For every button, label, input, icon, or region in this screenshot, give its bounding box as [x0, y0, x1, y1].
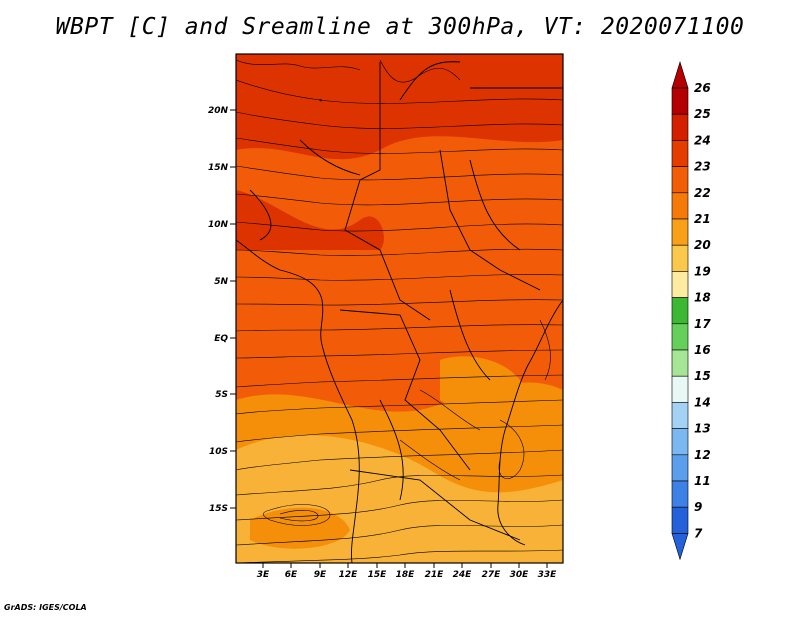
colorbar-label: 15 [694, 369, 711, 383]
colorbar-segment [671, 113, 689, 141]
colorbar-top-arrow [671, 60, 689, 89]
colorbar-segment [671, 218, 689, 246]
colorbar-segment [671, 506, 689, 534]
colorbar-segment [671, 480, 689, 508]
colorbar-label: 21 [694, 212, 711, 226]
chart-title: WBPT [C] and Sreamline at 300hPa, VT: 20… [55, 14, 745, 40]
lon-label-21e: 21E [425, 570, 445, 580]
field-very-warm-north [236, 54, 563, 160]
colorbar-segment [671, 192, 689, 220]
colorbar-segment [671, 428, 689, 456]
colorbar-label: 9 [694, 500, 702, 514]
colorbar-label: 11 [694, 474, 711, 488]
lat-axis: 20N 15N 10N 5N EQ 5S 10S 15S [208, 106, 236, 514]
colorbar-label: 22 [694, 186, 711, 200]
colorbar-segment [671, 140, 689, 167]
map-frame [235, 53, 564, 564]
lat-label-10s: 10S [209, 447, 228, 457]
grads-credit: GrADS: IGES/COLA [4, 603, 87, 612]
lat-label-5s: 5S [215, 390, 228, 400]
lat-label-5n: 5N [214, 277, 228, 287]
colorbar-segment [671, 349, 689, 377]
colorbar-label: 14 [694, 395, 711, 409]
colorbar-segment [671, 166, 689, 194]
colorbar-segment [671, 297, 689, 325]
colorbar-label: 16 [694, 343, 711, 357]
lon-label-24e: 24E [453, 570, 473, 580]
colorbar-label: 25 [694, 107, 711, 121]
colorbar-label: 23 [694, 160, 711, 174]
coastlines [236, 61, 563, 563]
colorbar-label: 7 [694, 526, 703, 540]
field-very-warm-west [236, 190, 384, 250]
colorbar-label: 19 [694, 264, 711, 278]
colorbar-label: 20 [694, 238, 711, 252]
colorbar-label: 13 [694, 422, 711, 436]
map-plot-area [236, 54, 563, 563]
colorbar-segment [671, 454, 689, 482]
lon-label-9e: 9E [314, 570, 327, 580]
lon-label-15e: 15E [368, 570, 388, 580]
colorbar-label: 18 [694, 291, 711, 305]
lon-label-18e: 18E [396, 570, 416, 580]
colorbar-label: 26 [694, 81, 711, 95]
colorbar-segment [671, 323, 689, 351]
colorbar-segment [671, 375, 689, 403]
streamlines [236, 59, 563, 563]
lat-label-15n: 15N [208, 163, 229, 173]
lat-label-20n: 20N [208, 106, 229, 116]
colorbar-label: 17 [694, 317, 711, 331]
lat-label-10n: 10N [208, 220, 229, 230]
lon-label-6e: 6E [285, 570, 298, 580]
lon-label-30e: 30E [510, 570, 530, 580]
lat-label-15s: 15S [209, 504, 228, 514]
colorbar-segment [671, 244, 689, 272]
colorbar-segment [671, 271, 689, 298]
colorbar-bottom-arrow [671, 533, 689, 561]
colorbar-label: 24 [694, 133, 711, 147]
lon-label-27e: 27E [482, 570, 502, 580]
colorbar-segment [671, 87, 689, 115]
colorbar-segment [671, 402, 689, 429]
lat-label-eq: EQ [214, 334, 228, 344]
lon-label-33e: 33E [538, 570, 558, 580]
colorbar: 26 25 24 23 22 21 20 19 18 17 16 15 14 13 12 11 9 7 [671, 60, 711, 561]
lon-label-3e: 3E [257, 570, 270, 580]
lon-label-12e: 12E [339, 570, 359, 580]
colorbar-label: 12 [694, 448, 711, 462]
lon-axis: 3E 6E 9E 12E 15E 18E 21E 24E 27E 30E 33E [257, 563, 557, 580]
